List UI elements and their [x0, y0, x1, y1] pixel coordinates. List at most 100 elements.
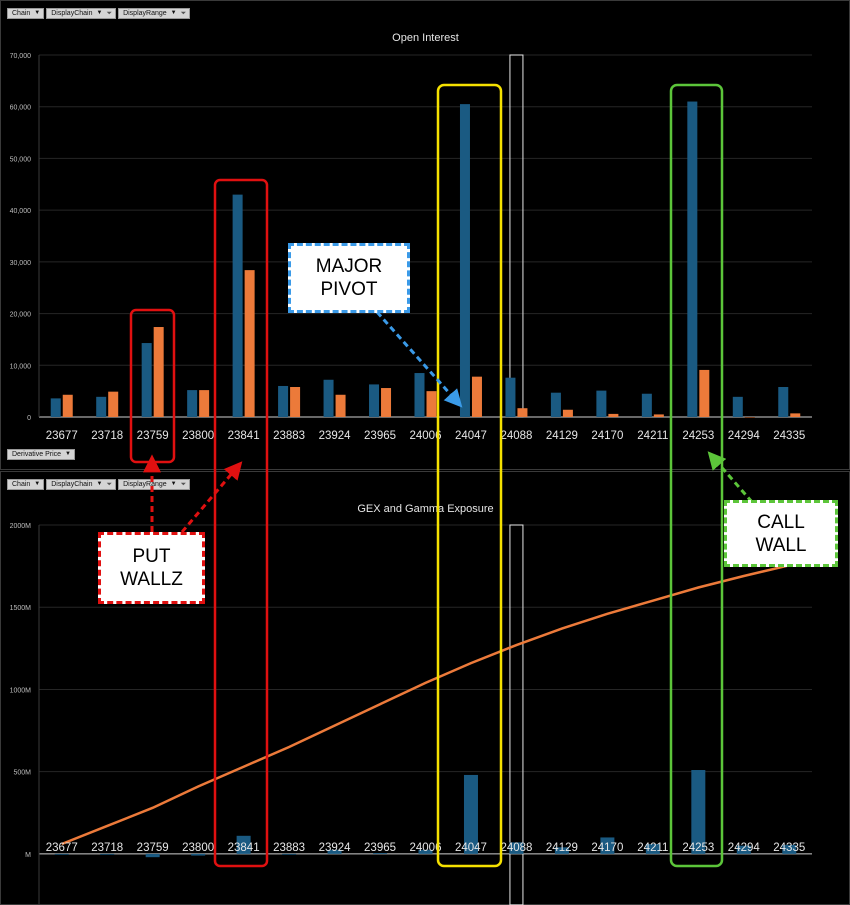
caret-down-icon: ▼ [34, 10, 41, 16]
major-pivot-line-2: PIVOT [320, 279, 378, 300]
bar-23841-s1 [244, 270, 255, 417]
x-tick-label-23718: 23718 [91, 430, 123, 442]
chain-label: Chain [12, 10, 31, 17]
put-wall-callout: PUT WALLZ [98, 532, 205, 604]
bar-24253-s0 [687, 101, 698, 418]
derivative-price-label: Derivative Price [12, 451, 62, 458]
put-wall-box-23841 [213, 178, 269, 868]
x-tick-label-23924: 23924 [319, 430, 352, 442]
gex-chart: GEX and Gamma Exposure M 500M 1000M 1500M 200… [10, 503, 812, 905]
caret-down-icon: ▼ [96, 481, 103, 487]
derivative-price-dropdown[interactable]: Derivative Price ▼ [7, 449, 75, 460]
display-chain-label: DisplayChain [51, 10, 93, 17]
chain-dropdown[interactable]: Chain ▼ [7, 8, 45, 19]
bar-23800-s0 [187, 390, 198, 417]
y-tick-label: 70,000 [10, 53, 32, 60]
y-tick-label: 1000M [10, 687, 32, 694]
x-tick-label-24253: 24253 [682, 430, 714, 442]
put-arrow-right [180, 461, 243, 533]
bar-24047-s0 [459, 104, 470, 417]
bar-23924-s0 [327, 849, 342, 854]
bar-24088-s0 [505, 377, 516, 417]
bar-24253-s0 [691, 770, 706, 854]
x-tick-label-24211: 24211 [637, 842, 668, 854]
bar-23677-s0 [54, 853, 69, 855]
x-tick-label-24129: 24129 [546, 842, 578, 854]
display-chain-dropdown[interactable]: DisplayChain ▼ ⏷ [46, 479, 117, 490]
major-pivot-line-1: MAJOR [315, 256, 383, 277]
caret-down-icon: ▼ [34, 481, 41, 487]
current-price-marker [509, 54, 524, 418]
bar-24335-s1 [790, 413, 801, 417]
major-pivot-box [436, 83, 503, 868]
filter-icon: ⏷ [180, 481, 187, 488]
bar-23718-s0 [96, 396, 107, 417]
bar-23965-s0 [373, 853, 388, 854]
x-tick-label-24294: 24294 [728, 842, 761, 854]
bar-24170-s0 [596, 390, 607, 417]
bottom-toolbar: Chain ▼ DisplayChain ▼ ⏷ DisplayRange ▼ ⏷ [7, 479, 191, 490]
bar-24294-s0 [732, 396, 743, 417]
bar-24047-s1 [471, 376, 482, 417]
x-tick-label-24335: 24335 [773, 842, 805, 854]
call-wall-callout: CALL WALL [724, 500, 838, 567]
bar-24006-s0 [418, 849, 433, 854]
y-tick-label: 1500M [10, 605, 32, 612]
x-tick-label-23924: 23924 [319, 842, 352, 854]
chart-title: Open Interest [392, 32, 459, 44]
y-tick-label: 30,000 [10, 260, 32, 267]
bar-24129-s0 [550, 392, 561, 417]
bar-24335-s0 [778, 387, 789, 417]
chart-title: GEX and Gamma Exposure [357, 503, 493, 515]
bar-23883-s0 [282, 853, 297, 855]
filter-icon: ⏷ [106, 481, 113, 488]
gamma-exposure-line [61, 564, 790, 846]
x-tick-label-24253: 24253 [682, 842, 714, 854]
bar-24294-s1 [744, 417, 755, 418]
bar-23759-s0 [141, 343, 152, 417]
bar-23677-s0 [50, 398, 61, 417]
y-tick-label: 40,000 [10, 208, 32, 215]
bar-23965-s0 [369, 384, 380, 417]
display-range-label: DisplayRange [123, 10, 167, 17]
x-tick-label-24211: 24211 [637, 430, 668, 442]
annotation-layer [129, 83, 754, 868]
x-tick-label-23965: 23965 [364, 842, 396, 854]
display-range-dropdown[interactable]: DisplayRange ▼ ⏷ [118, 8, 191, 19]
x-tick-label-23759: 23759 [137, 430, 169, 442]
bar-23800-s1 [199, 390, 210, 417]
call-wall-line-1: CALL [757, 511, 805, 533]
bar-24006-s1 [426, 391, 437, 417]
x-tick-label-24335: 24335 [773, 430, 805, 442]
display-range-dropdown[interactable]: DisplayRange ▼ ⏷ [118, 479, 191, 490]
bar-23718-s0 [100, 853, 115, 855]
x-tick-label-23800: 23800 [182, 842, 214, 854]
chain-dropdown[interactable]: Chain ▼ [7, 479, 45, 490]
bar-24088-s1 [517, 408, 528, 417]
bar-23841-s0 [232, 194, 243, 417]
x-tick-label-24294: 24294 [728, 430, 761, 442]
x-tick-label-24129: 24129 [546, 430, 578, 442]
bar-24170-s1 [608, 413, 619, 417]
current-price-marker [509, 524, 524, 905]
display-chain-dropdown[interactable]: DisplayChain ▼ ⏷ [46, 8, 117, 19]
filter-icon: ⏷ [180, 10, 187, 17]
bar-23883-s0 [278, 385, 289, 417]
bar-23924-s1 [335, 394, 346, 417]
pivot-arrow [375, 311, 463, 408]
put-wall-line-1: PUT [132, 546, 171, 567]
caret-down-icon: ▼ [65, 451, 71, 457]
filter-icon: ⏷ [106, 10, 113, 17]
display-range-label: DisplayRange [123, 481, 167, 488]
y-tick-label: M [25, 852, 31, 859]
bar-24047-s0 [463, 774, 478, 854]
x-tick-label-24088: 24088 [500, 430, 532, 442]
bar-23965-s1 [381, 388, 392, 417]
x-tick-label-24047: 24047 [455, 430, 487, 442]
bar-24088-s0 [509, 842, 524, 854]
y-tick-label: 60,000 [10, 105, 32, 112]
open-interest-panel: Chain ▼ DisplayChain ▼ ⏷ DisplayRange ▼ ⏷ Der… [0, 0, 850, 470]
y-tick-label: 10,000 [10, 363, 32, 370]
y-tick-label: 2000M [10, 523, 32, 530]
